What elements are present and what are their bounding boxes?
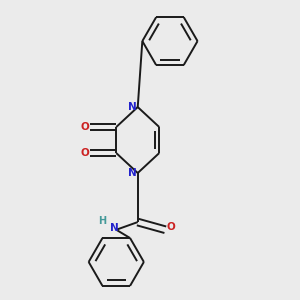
Text: N: N [128,168,136,178]
Text: N: N [128,102,136,112]
Text: O: O [80,148,89,158]
Text: O: O [167,222,175,232]
Text: H: H [98,215,106,226]
Text: O: O [80,122,89,132]
Text: N: N [110,223,119,233]
